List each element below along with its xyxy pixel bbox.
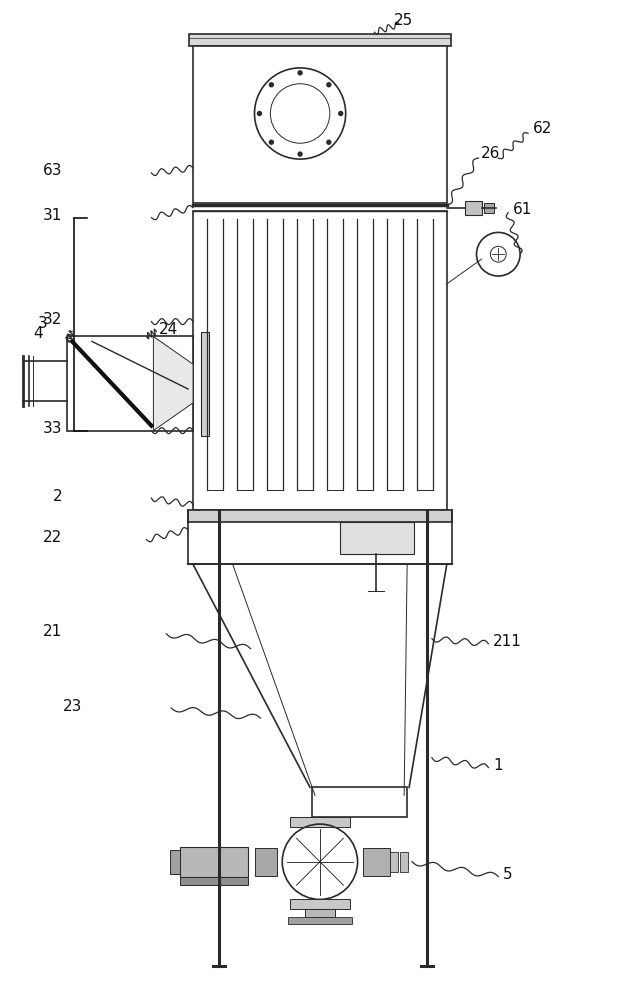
Bar	[193, 211, 446, 510]
Bar	[390, 852, 398, 872]
Text: 5: 5	[503, 867, 513, 882]
Text: 24: 24	[160, 322, 179, 337]
Bar	[188, 510, 451, 522]
Circle shape	[338, 112, 343, 115]
Bar	[340, 522, 414, 554]
Circle shape	[258, 112, 261, 115]
Bar	[484, 203, 494, 213]
Circle shape	[270, 140, 273, 144]
Text: 62: 62	[533, 121, 552, 136]
Circle shape	[327, 83, 331, 87]
Circle shape	[298, 152, 302, 156]
Polygon shape	[153, 336, 193, 431]
Bar	[312, 787, 407, 817]
Text: 32: 32	[43, 312, 62, 327]
Circle shape	[327, 140, 331, 144]
Text: 2: 2	[53, 489, 62, 504]
Text: 63: 63	[43, 163, 62, 178]
Circle shape	[298, 71, 302, 75]
Text: 26: 26	[481, 146, 500, 161]
Bar	[189, 34, 451, 46]
Text: 61: 61	[513, 202, 533, 217]
Bar	[305, 909, 335, 917]
Bar	[193, 46, 446, 203]
Bar	[201, 332, 209, 436]
Text: 3: 3	[37, 316, 47, 331]
Bar	[465, 201, 483, 215]
Bar	[363, 848, 390, 876]
Text: 31: 31	[43, 208, 62, 223]
Text: 21: 21	[43, 624, 62, 639]
Text: 4: 4	[33, 326, 42, 341]
Text: 33: 33	[43, 421, 62, 436]
Bar	[255, 848, 278, 876]
Text: 22: 22	[43, 530, 62, 545]
Bar	[288, 917, 351, 924]
Circle shape	[270, 83, 273, 87]
Bar	[170, 850, 180, 874]
Text: 1: 1	[493, 758, 503, 773]
Text: 211: 211	[493, 634, 522, 649]
Bar	[180, 847, 248, 877]
Bar	[400, 852, 408, 872]
Text: 23: 23	[63, 699, 82, 714]
Text: 25: 25	[394, 13, 414, 28]
Bar	[180, 877, 248, 885]
Bar	[290, 899, 350, 909]
Bar	[67, 336, 193, 431]
Bar	[290, 817, 350, 827]
